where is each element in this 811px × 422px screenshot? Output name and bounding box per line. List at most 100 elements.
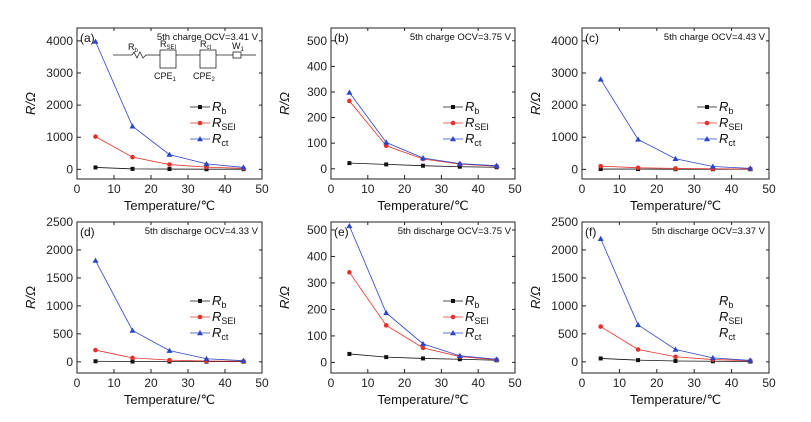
x-tick-label: 20 <box>650 182 664 196</box>
x-tick-label: 0 <box>328 376 335 390</box>
legend-entry-RSEI: RSEI <box>465 309 489 326</box>
y-tick-label: 1500 <box>46 271 73 285</box>
legend-marker <box>704 120 710 126</box>
data-point-Rb <box>167 167 172 172</box>
legend-entry-RSEI: RSEI <box>465 115 489 132</box>
x-tick-label: 20 <box>650 376 664 390</box>
legend-entry-Rct: Rct <box>212 131 229 148</box>
label-cpe2: CPE2 <box>193 71 216 83</box>
data-point-Rct <box>456 160 463 166</box>
data-point-Rb <box>130 166 135 171</box>
y-tick-label: 2000 <box>551 98 578 112</box>
data-point-Rb <box>421 356 425 361</box>
chart-panel-6: 0 10 20 30 40 5005001000150020002500Temperatu… <box>528 215 776 407</box>
data-point-RSEI <box>383 323 389 328</box>
data-point-RSEI <box>167 162 172 167</box>
plot-frame <box>76 27 263 180</box>
y-axis-title: R/Ω <box>277 286 292 309</box>
data-point-RSEI <box>598 324 603 329</box>
x-tick-label: 50 <box>762 182 776 196</box>
data-point-Rb <box>130 359 135 364</box>
legend-entry-RSEI: RSEI <box>212 115 236 132</box>
circuit-inset: Rb RSEI Rct W1 CPE1 CPE2 <box>113 39 256 83</box>
y-tick-label: 500 <box>53 327 73 341</box>
legend-entry-Rb: Rb <box>719 293 733 310</box>
data-point-Rct <box>635 321 642 328</box>
data-point-Rct <box>747 165 754 171</box>
x-tick-label: 30 <box>181 182 195 196</box>
y-tick-label: 0 <box>571 355 578 369</box>
panel-label: (d) <box>80 225 95 239</box>
y-tick-label: 0 <box>66 355 73 369</box>
data-point-Rb <box>421 163 425 168</box>
y-tick-label: 300 <box>307 276 327 290</box>
y-tick-label: 2000 <box>551 243 578 257</box>
data-point-Rb <box>457 357 462 362</box>
data-point-Rct <box>493 162 500 168</box>
data-point-Rct <box>346 222 353 229</box>
plot-frame <box>76 221 263 374</box>
x-tick-label: 0 <box>74 376 81 390</box>
data-point-Rct <box>420 155 426 161</box>
legend-marker <box>197 136 203 142</box>
legend-entry-Rct: Rct <box>212 325 229 342</box>
data-point-Rct <box>456 352 463 358</box>
chart-panel-3: 0 10 20 30 40 50 0 1000 2000 3000 4000 Temperature/… <box>528 27 776 213</box>
data-point-RSEI <box>167 357 172 363</box>
x-tick-label: 20 <box>144 376 158 390</box>
resistor-icon <box>131 51 147 59</box>
legend-entry-Rct: Rct <box>719 325 736 342</box>
x-tick-label: 10 <box>361 376 375 390</box>
x-tick-label: 50 <box>762 376 776 390</box>
x-tick-label: 50 <box>255 376 269 390</box>
panel-label: (c) <box>585 31 599 45</box>
data-point-Rct <box>166 151 173 157</box>
y-tick-label: 1000 <box>551 130 578 144</box>
x-tick-label: 50 <box>508 376 522 390</box>
y-tick-label: 1000 <box>551 299 578 313</box>
x-tick-label: 10 <box>613 376 627 390</box>
data-point-Rct <box>493 356 500 362</box>
legend-marker <box>197 120 203 126</box>
x-tick-label: 40 <box>218 182 232 196</box>
x-tick-label: 40 <box>472 182 486 196</box>
data-point-Rct <box>747 357 754 363</box>
legend-marker <box>198 105 202 109</box>
y-tick-label: 0 <box>320 162 327 176</box>
plot-frame <box>330 27 516 180</box>
panel-note: 5th charge OCV=3.41 V <box>157 32 259 43</box>
legend-entry-RSEI: RSEI <box>212 309 236 326</box>
y-tick-label: 400 <box>307 59 327 73</box>
label-rct: Rct <box>200 39 212 51</box>
x-tick-label: 30 <box>435 376 449 390</box>
data-point-Rb <box>384 355 389 360</box>
panel-note: 5th discharge OCV=4.33 V <box>145 226 259 237</box>
legend-marker <box>705 105 709 109</box>
y-tick-label: 4000 <box>551 34 578 48</box>
data-point-RSEI <box>420 345 426 351</box>
data-point-Rb <box>347 351 352 356</box>
data-point-Rb <box>384 162 389 167</box>
x-tick-label: 20 <box>398 376 412 390</box>
data-point-Rct <box>203 355 210 361</box>
parallel-block-1 <box>159 49 177 69</box>
data-point-RSEI <box>130 355 135 361</box>
legend-entry-Rct: Rct <box>465 131 482 148</box>
data-point-Rct <box>129 327 136 333</box>
data-point-Rb <box>598 356 603 361</box>
y-tick-label: 4000 <box>46 34 73 48</box>
label-w1: W1 <box>232 41 245 53</box>
data-point-Rct <box>166 347 173 353</box>
data-point-Rb <box>673 358 678 363</box>
data-point-Rb <box>598 167 603 172</box>
y-tick-label: 500 <box>307 223 327 237</box>
data-point-Rb <box>457 164 462 169</box>
plot-frame <box>330 221 516 374</box>
y-tick-label: 0 <box>571 162 578 176</box>
x-axis-title: Temperature/℃ <box>124 392 215 407</box>
data-point-Rb <box>347 161 352 166</box>
data-point-RSEI <box>635 165 641 171</box>
data-point-RSEI <box>635 347 641 352</box>
x-axis-title: Temperature/℃ <box>377 392 468 407</box>
data-point-RSEI <box>598 163 603 169</box>
